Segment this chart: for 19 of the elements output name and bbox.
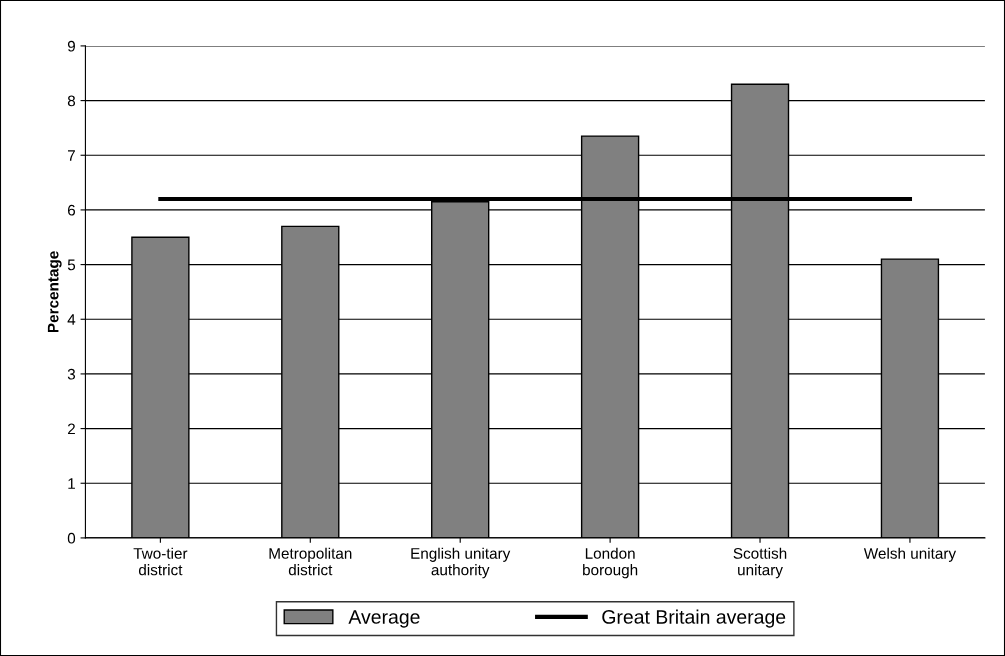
y-tick-label: 2	[67, 423, 75, 435]
x-tick-label: Welsh unitary	[863, 547, 957, 562]
y-tick-label: 9	[67, 40, 75, 52]
x-tick-label: Metropolitan district	[269, 547, 352, 576]
x-tick-label: Two-tier district	[133, 547, 188, 576]
legend-label: Average	[348, 610, 420, 628]
y-tick-label: 0	[67, 532, 76, 544]
y-tick-label: 6	[67, 204, 76, 216]
y-tick-label: 4	[67, 314, 76, 325]
legend-label: Great Britain average	[602, 609, 786, 628]
y-tick-label: 5	[67, 259, 76, 271]
x-tick-label: Scottish unitary	[733, 547, 787, 579]
y-tick-label: 3	[67, 368, 76, 380]
x-tick-label: English unitary authority	[411, 547, 511, 579]
y-axis-title: Percentage	[47, 251, 62, 333]
y-tick-label: 8	[67, 95, 76, 107]
x-tick-label: London borough	[583, 547, 638, 579]
y-tick-label: 1	[68, 478, 75, 489]
y-tick-label: 7	[67, 150, 75, 161]
